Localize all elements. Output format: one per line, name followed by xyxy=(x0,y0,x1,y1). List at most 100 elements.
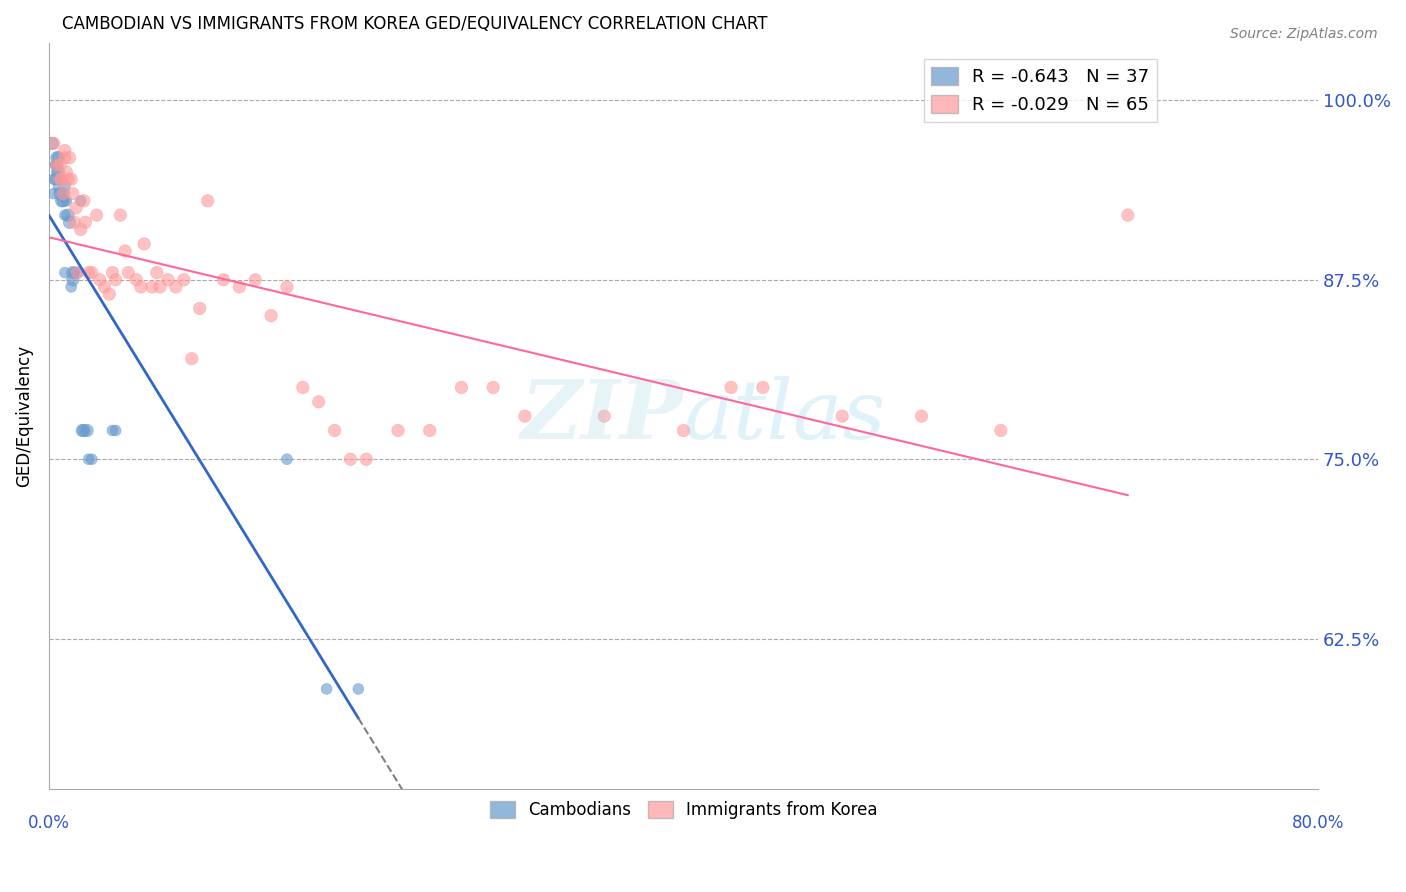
Point xyxy=(42,172,65,186)
Point xyxy=(44,172,66,186)
Point xyxy=(42,136,65,151)
Point xyxy=(93,280,115,294)
Text: 80.0%: 80.0% xyxy=(1292,814,1344,832)
Point xyxy=(53,144,76,158)
Point xyxy=(48,165,70,179)
Point xyxy=(134,236,156,251)
Point xyxy=(66,266,89,280)
Point xyxy=(339,452,361,467)
Point xyxy=(245,273,267,287)
Point xyxy=(450,380,472,394)
Point xyxy=(45,165,67,179)
Point xyxy=(752,380,775,394)
Point xyxy=(141,280,163,294)
Point xyxy=(49,172,72,186)
Point xyxy=(593,409,616,424)
Point xyxy=(114,244,136,258)
Text: Source: ZipAtlas.com: Source: ZipAtlas.com xyxy=(1230,27,1378,41)
Point xyxy=(51,179,73,194)
Point xyxy=(315,681,337,696)
Point xyxy=(42,186,65,201)
Point xyxy=(173,273,195,287)
Point xyxy=(73,194,96,208)
Point xyxy=(69,194,91,208)
Point xyxy=(60,172,83,186)
Point xyxy=(1116,208,1139,222)
Point xyxy=(387,424,409,438)
Point xyxy=(831,409,853,424)
Point xyxy=(513,409,536,424)
Point xyxy=(197,194,219,208)
Point xyxy=(129,280,152,294)
Point xyxy=(149,280,172,294)
Point xyxy=(104,424,127,438)
Point xyxy=(58,151,80,165)
Point xyxy=(104,273,127,287)
Legend: Cambodians, Immigrants from Korea: Cambodians, Immigrants from Korea xyxy=(484,795,884,826)
Point xyxy=(49,158,72,172)
Point xyxy=(45,151,67,165)
Point xyxy=(52,194,75,208)
Point xyxy=(188,301,211,316)
Point xyxy=(720,380,742,394)
Point xyxy=(44,158,66,172)
Point xyxy=(672,424,695,438)
Point xyxy=(51,172,73,186)
Point xyxy=(52,186,75,201)
Point xyxy=(49,186,72,201)
Point xyxy=(72,424,94,438)
Point xyxy=(156,273,179,287)
Point xyxy=(101,424,124,438)
Point xyxy=(212,273,235,287)
Text: atlas: atlas xyxy=(683,376,886,456)
Point xyxy=(63,215,86,229)
Point xyxy=(356,452,378,467)
Point xyxy=(62,266,84,280)
Point xyxy=(51,194,73,208)
Point xyxy=(910,409,932,424)
Point xyxy=(52,186,75,201)
Point xyxy=(41,136,63,151)
Point xyxy=(125,273,148,287)
Point xyxy=(45,158,67,172)
Point xyxy=(86,208,108,222)
Point xyxy=(45,158,67,172)
Point xyxy=(62,273,84,287)
Point xyxy=(63,266,86,280)
Point xyxy=(56,208,79,222)
Point xyxy=(77,266,100,280)
Point xyxy=(77,452,100,467)
Point xyxy=(53,151,76,165)
Point xyxy=(69,222,91,236)
Point xyxy=(276,452,298,467)
Point xyxy=(76,424,98,438)
Point xyxy=(419,424,441,438)
Point xyxy=(75,215,97,229)
Point xyxy=(260,309,283,323)
Point xyxy=(55,194,77,208)
Point xyxy=(55,165,77,179)
Text: ZIP: ZIP xyxy=(522,376,683,456)
Point xyxy=(62,186,84,201)
Point xyxy=(56,172,79,186)
Point xyxy=(49,172,72,186)
Point xyxy=(60,280,83,294)
Point xyxy=(110,208,132,222)
Point xyxy=(347,681,370,696)
Point xyxy=(180,351,202,366)
Point xyxy=(308,394,330,409)
Point xyxy=(53,208,76,222)
Point xyxy=(291,380,314,394)
Point xyxy=(53,266,76,280)
Point xyxy=(66,266,89,280)
Point xyxy=(146,266,169,280)
Point xyxy=(80,452,103,467)
Point xyxy=(482,380,505,394)
Point xyxy=(98,287,121,301)
Point xyxy=(101,266,124,280)
Text: 0.0%: 0.0% xyxy=(28,814,70,832)
Point xyxy=(323,424,346,438)
Point xyxy=(990,424,1012,438)
Point xyxy=(73,424,96,438)
Point xyxy=(117,266,139,280)
